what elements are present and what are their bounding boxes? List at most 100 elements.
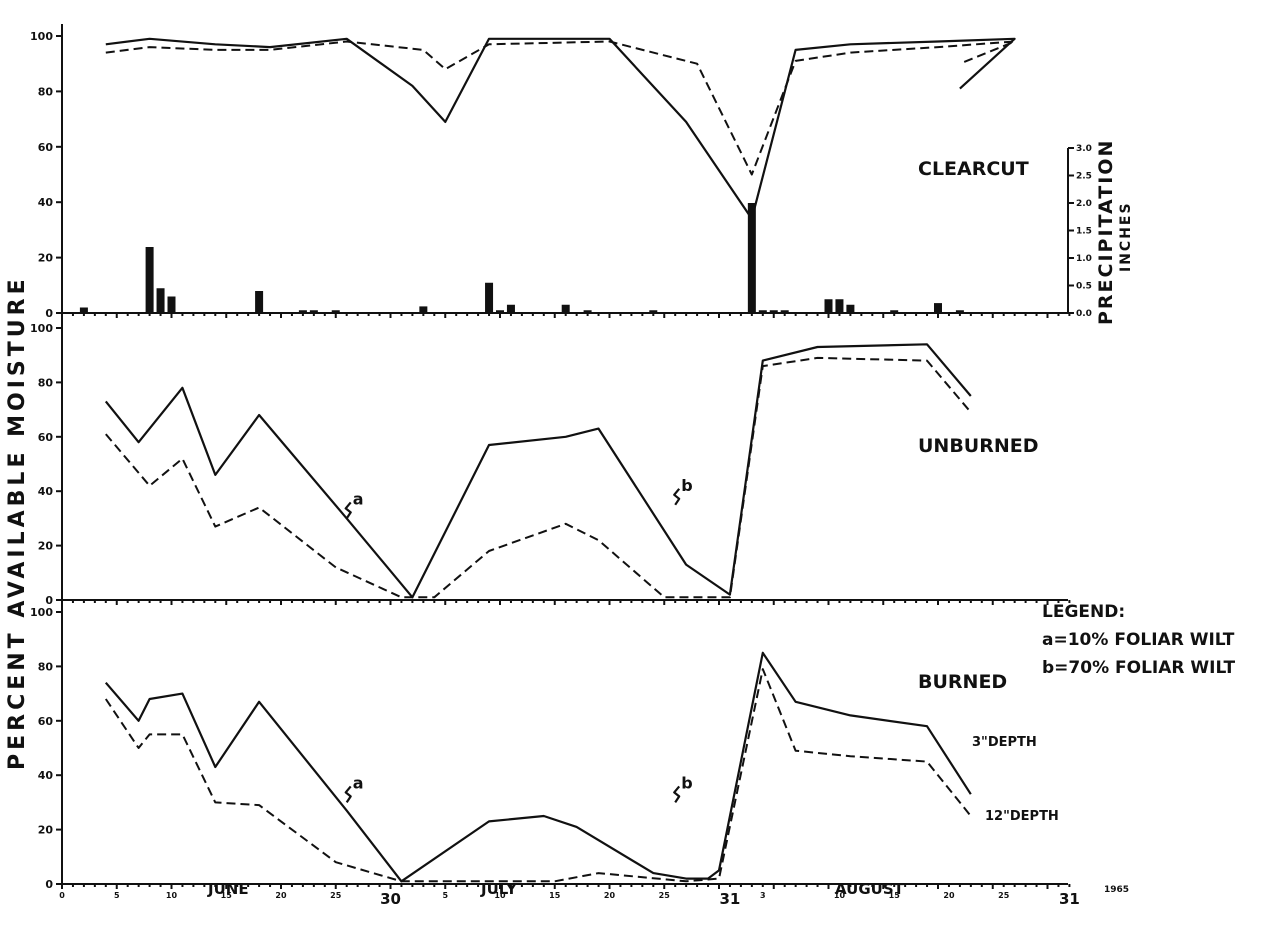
y-tick-label: 40 (38, 769, 54, 782)
x-tick-label: 3 (760, 891, 766, 900)
x-tick-label: 15 (889, 891, 901, 900)
series-label-12in: 12"DEPTH (985, 809, 1059, 824)
x-major-label: 31 (720, 890, 741, 908)
year-label: 1965 (1104, 885, 1129, 895)
y-tick-label: 100 (30, 322, 53, 335)
x-tick-label: 15 (221, 891, 233, 900)
y-tick-label: 80 (38, 85, 54, 98)
precip-bar (583, 310, 592, 313)
precip-bar (485, 282, 494, 313)
y-axis-title: PERCENT AVAILABLE MOISTURE (5, 275, 30, 770)
y-tick-label: 0 (45, 878, 53, 891)
x-major-label: 31 (1059, 890, 1080, 908)
annotation-label-a: a (353, 773, 364, 792)
precip-bar (419, 306, 428, 313)
month-label-july: JULY (480, 880, 518, 898)
legend-item-b: b=70% FOLIAR WILT (1042, 658, 1236, 678)
annotation-pointer (344, 501, 352, 520)
y-tick-label: 60 (38, 715, 54, 728)
y-tick-label: 0 (45, 594, 53, 607)
precipitation-axis-unit: INCHES (1118, 201, 1134, 272)
series-label-3in: 3"DEPTH (972, 735, 1037, 750)
precip-bar (955, 310, 964, 313)
panel-title-unburned: UNBURNED (918, 435, 1039, 457)
x-tick-label: 5 (114, 891, 120, 900)
y-tick-label: 100 (30, 606, 53, 619)
y-tick-label: 60 (38, 431, 54, 444)
marks-layer: a b a b (79, 37, 1016, 883)
x-tick-label: 20 (275, 891, 287, 900)
annotation-pointer (673, 785, 681, 804)
x-tick-label: 10 (494, 891, 506, 900)
x-tick-label: 25 (330, 891, 342, 900)
precip-bar (846, 304, 855, 313)
precipitation-axis-title: PRECIPITATION (1095, 139, 1117, 325)
x-tick-label: 25 (998, 891, 1010, 900)
x-tick-label: 10 (834, 891, 846, 900)
series-line-burned-12in (104, 668, 972, 883)
x-tick-label: 0 (59, 891, 65, 900)
series-line-burned-3in (104, 651, 972, 883)
x-tick-label: 10 (166, 891, 178, 900)
precip-tick-label: 2.0 (1076, 199, 1092, 209)
y-tick-label: 60 (38, 141, 54, 154)
precip-bar (79, 307, 88, 313)
series-line-clearcut-12in (105, 40, 1016, 176)
precip-bar (255, 291, 264, 313)
series-line-unburned-12in (105, 356, 972, 599)
x-tick-label: 20 (943, 891, 955, 900)
precip-bar (747, 203, 756, 313)
precip-bar (780, 310, 789, 313)
panel-title-burned: BURNED (918, 671, 1007, 693)
y-tick-label: 0 (45, 307, 53, 320)
annotation-label-b: b (681, 476, 692, 495)
panel-title-clearcut: CLEARCUT (918, 158, 1029, 180)
y-tick-label: 40 (38, 196, 54, 209)
y-tick-label: 80 (38, 376, 54, 389)
precip-bar (167, 296, 176, 313)
annotation-label-b: b (681, 773, 692, 792)
y-tick-label: 40 (38, 485, 54, 498)
x-tick-label: 5 (442, 891, 448, 900)
x-tick-label: 20 (604, 891, 616, 900)
x-tick-label: 15 (549, 891, 561, 900)
series-line-clearcut-3in (105, 37, 1016, 220)
precip-bar (506, 304, 515, 313)
precip-bar (496, 310, 504, 313)
precip-bar (649, 310, 658, 313)
precip-bar (561, 304, 570, 313)
precip-tick-label: 0.0 (1076, 309, 1092, 319)
annotation-label-a: a (353, 489, 364, 508)
y-tick-label: 20 (38, 824, 54, 837)
precip-bar (769, 310, 778, 313)
legend-item-a: a=10% FOLIAR WILT (1042, 630, 1235, 650)
precip-tick-label: 2.5 (1076, 172, 1092, 182)
month-label-june: JUNE (207, 880, 249, 898)
precip-bar (331, 310, 340, 313)
precip-bar (145, 247, 154, 313)
x-major-label: 30 (380, 890, 401, 908)
y-tick-label: 80 (38, 660, 54, 673)
y-tick-label: 20 (38, 540, 54, 553)
precip-tick-label: 3.0 (1076, 144, 1092, 154)
precip-bar (758, 310, 767, 313)
precip-tick-label: 1.0 (1076, 254, 1092, 264)
precip-bar (824, 299, 833, 313)
precip-bar (309, 310, 318, 313)
y-tick-label: 20 (38, 252, 54, 265)
annotation-pointer (673, 488, 681, 506)
precip-bar (890, 310, 899, 313)
annotation-pointer (344, 785, 352, 804)
precip-bar (934, 303, 942, 313)
series-line-unburned-3in (104, 343, 972, 599)
precip-tick-label: 0.5 (1076, 282, 1092, 292)
axes-layer: 0204060801000.00.51.01.52.02.53.00204060… (30, 24, 1092, 908)
y-tick-label: 100 (30, 30, 53, 43)
precip-bar (835, 299, 844, 313)
precip-bar (156, 288, 165, 313)
x-tick-label: 25 (659, 891, 671, 900)
legend-title: LEGEND: (1042, 602, 1125, 622)
precip-bar (298, 310, 307, 313)
precip-tick-label: 1.5 (1076, 227, 1092, 237)
